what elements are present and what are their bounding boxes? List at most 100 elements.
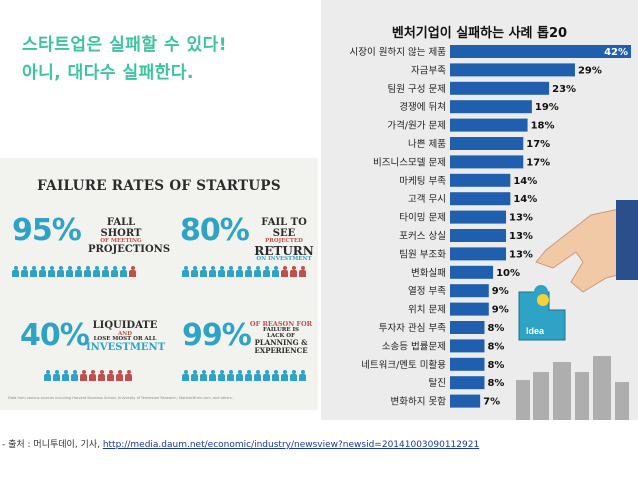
bar (450, 210, 507, 224)
bar-value-label: 8% (487, 323, 504, 334)
bar (450, 137, 524, 150)
person-icon (71, 370, 78, 381)
person-icon (89, 370, 96, 381)
bar (450, 265, 494, 279)
person-icon (200, 370, 207, 381)
bar-category-label: 탈진 (429, 377, 446, 389)
bar (450, 173, 511, 187)
bar-category-label: 팀원 구성 문제 (388, 83, 446, 95)
person-icon (281, 370, 288, 381)
stat-40-people (44, 370, 132, 381)
bar-value-label: 7% (483, 397, 500, 408)
failure-cases-panel: 벤처기업이 실패하는 사례 톱20 Idea 시장이 원하지 않는 제품 42% 자… (321, 0, 638, 420)
bar-category-label: 고객 무시 (408, 194, 446, 205)
hand-illustration (535, 200, 638, 293)
person-icon (48, 266, 55, 277)
stat-80-people (182, 266, 306, 277)
bar (450, 155, 524, 169)
bar-value-label: 8% (487, 378, 504, 389)
person-icon (290, 266, 297, 277)
stat-99-label: OF REASON FOR FAILURE IS LACK OF PLANNIN… (249, 320, 313, 355)
bar-category-label: 투자자 관심 부족 (379, 323, 446, 334)
bar (450, 45, 631, 58)
bar-value-label: 13% (509, 249, 533, 260)
bar (450, 81, 550, 95)
chart-title: 벤처기업이 실패하는 사례 톱20 (391, 26, 568, 41)
bar (450, 229, 507, 242)
person-icon (209, 370, 216, 381)
bar-value-label: 10% (496, 268, 520, 279)
person-icon (281, 266, 288, 277)
headline-line1: 스타트업은 실패할 수 있다! (22, 35, 228, 55)
lightbulb-icon (537, 294, 549, 306)
bar-category-label: 포커스 상실 (399, 231, 446, 242)
bar-category-label: 팀원 부조화 (399, 248, 446, 260)
person-icon (125, 370, 132, 381)
stat-80-percent: 80% (180, 213, 250, 248)
bar-value-label: 9% (492, 305, 509, 316)
bar-value-label: 18% (531, 121, 555, 132)
person-icon (12, 266, 19, 277)
person-icon (30, 266, 37, 277)
person-icon (66, 266, 73, 277)
person-icon (44, 370, 51, 381)
bar-value-label: 14% (513, 176, 537, 187)
bar-value-label: 9% (492, 286, 509, 297)
bar (450, 192, 511, 206)
failure-cases-chart: Idea 시장이 원하지 않는 제품 42% 자금부족 29% 팀원 구성 문제 23% 경… (350, 45, 638, 420)
city-buildings (516, 356, 629, 420)
person-icon (191, 370, 198, 381)
bar-value-label: 14% (513, 194, 537, 205)
stat-95-people (12, 266, 136, 277)
person-icon (299, 370, 306, 381)
bar-category-label: 자금부족 (411, 65, 446, 76)
person-icon (263, 266, 270, 277)
source-line: - 출처 : 머니투데이, 기사, http://media.daum.net/… (2, 437, 479, 450)
person-icon (53, 370, 60, 381)
person-icon (236, 370, 243, 381)
person-icon (182, 266, 189, 277)
person-icon (236, 266, 243, 277)
person-icon (209, 266, 216, 277)
person-icon (254, 266, 261, 277)
bar-value-label: 19% (535, 102, 559, 113)
person-icon (116, 370, 123, 381)
person-icon (62, 370, 69, 381)
person-icon (272, 266, 279, 277)
person-icon (111, 266, 118, 277)
bar (450, 376, 485, 390)
person-icon (98, 370, 105, 381)
stat-80-label: FAIL TO SEE PROJECTED RETURN ON INVESTME… (254, 217, 314, 263)
person-icon (84, 266, 91, 277)
bar (450, 302, 489, 316)
bar (450, 321, 485, 334)
person-icon (39, 266, 46, 277)
bar-value-label: 8% (487, 360, 504, 371)
person-icon (107, 370, 114, 381)
person-icon (75, 266, 82, 277)
bar-category-label: 변화하지 못함 (391, 396, 447, 408)
person-icon (21, 266, 28, 277)
bar-category-label: 시장이 원하지 않는 제품 (350, 46, 447, 58)
person-icon (227, 266, 234, 277)
bar (450, 118, 528, 132)
person-icon (299, 266, 306, 277)
person-icon (200, 266, 207, 277)
person-icon (254, 370, 261, 381)
bar (450, 284, 489, 298)
stat-40-label: LIQUIDATE AND LOSE MOST OR ALL INVESTMEN… (86, 320, 166, 354)
bar (450, 339, 485, 353)
failure-rates-infographic: FAILURE RATES OF STARTUPS 95% FALL SHORT… (0, 158, 318, 410)
person-icon (80, 370, 87, 381)
headline-line2: 아니, 대다수 실패한다. (22, 63, 195, 83)
bar-value-label: 8% (487, 341, 504, 352)
source-link[interactable]: http://media.daum.net/economic/industry/… (102, 440, 480, 450)
puzzle-icon: Idea (518, 285, 566, 341)
bar-category-label: 타이밍 문제 (399, 213, 446, 224)
bar-category-label: 마케팅 부족 (399, 176, 446, 187)
bar-value-label: 17% (526, 157, 550, 168)
bar (450, 357, 485, 371)
infographic-source: Data from various sources including Harv… (8, 396, 233, 400)
bar (450, 394, 481, 408)
person-icon (245, 266, 252, 277)
